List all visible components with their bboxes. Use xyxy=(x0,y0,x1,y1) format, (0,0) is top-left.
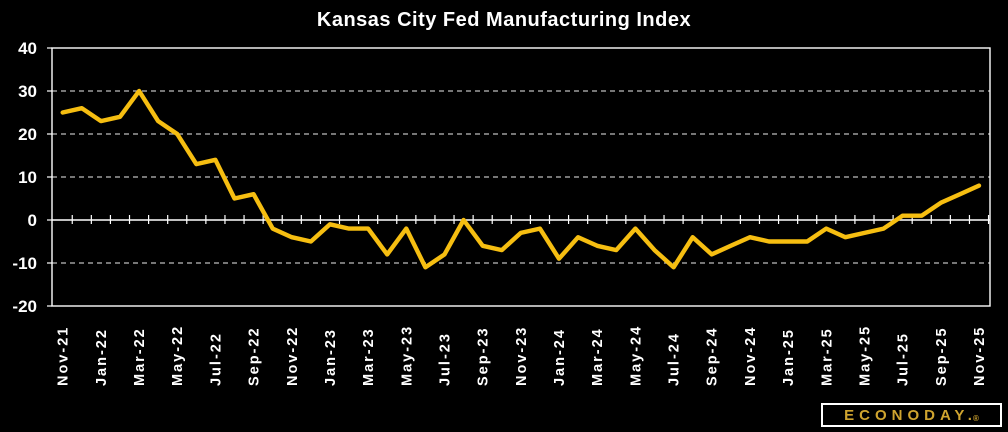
x-tick-label: Jul-22 xyxy=(208,332,224,386)
x-tick-label: Mar-25 xyxy=(819,327,835,386)
x-tick-label: Jan-22 xyxy=(94,328,110,386)
x-tick-label: May-25 xyxy=(857,325,873,386)
x-tick-label: Jan-25 xyxy=(781,328,797,386)
x-tick-label: Nov-23 xyxy=(514,326,530,386)
x-tick-label: Jul-25 xyxy=(896,332,912,386)
registered-trademark-icon: ® xyxy=(972,414,979,423)
x-tick-label: Nov-21 xyxy=(56,326,72,386)
x-tick-label: Jul-24 xyxy=(667,332,683,386)
x-tick-label: May-23 xyxy=(399,325,415,386)
y-tick-label: 0 xyxy=(28,211,37,230)
x-tick-label: Jan-23 xyxy=(323,328,339,386)
x-tick-label: Jul-23 xyxy=(437,332,453,386)
x-tick-label: Nov-22 xyxy=(285,326,301,386)
y-tick-label: 40 xyxy=(18,39,37,58)
x-tick-label: Mar-23 xyxy=(361,327,377,386)
x-tick-label: Mar-22 xyxy=(132,327,148,386)
y-tick-label: -20 xyxy=(12,297,37,316)
x-tick-label: Sep-22 xyxy=(247,326,263,386)
econoday-logo-text: ECONODAY. xyxy=(844,406,977,424)
x-tick-label: May-24 xyxy=(628,325,644,386)
x-tick-label: Jan-24 xyxy=(552,328,568,386)
y-tick-label: -10 xyxy=(12,254,37,273)
econoday-logo: ECONODAY. ® xyxy=(821,403,1002,427)
y-tick-label: 10 xyxy=(18,168,37,187)
y-tick-label: 30 xyxy=(18,82,37,101)
x-tick-label: May-22 xyxy=(170,325,186,386)
y-tick-label: 20 xyxy=(18,125,37,144)
x-tick-label: Sep-25 xyxy=(934,326,950,386)
index-series-line xyxy=(60,88,982,270)
chart-title: Kansas City Fed Manufacturing Index xyxy=(316,9,692,31)
x-tick-label: Sep-24 xyxy=(705,326,721,386)
x-tick-label: Nov-25 xyxy=(972,326,988,386)
x-tick-label: Nov-24 xyxy=(743,326,759,386)
x-tick-label: Sep-23 xyxy=(476,326,492,386)
x-tick-label: Mar-24 xyxy=(590,327,606,386)
